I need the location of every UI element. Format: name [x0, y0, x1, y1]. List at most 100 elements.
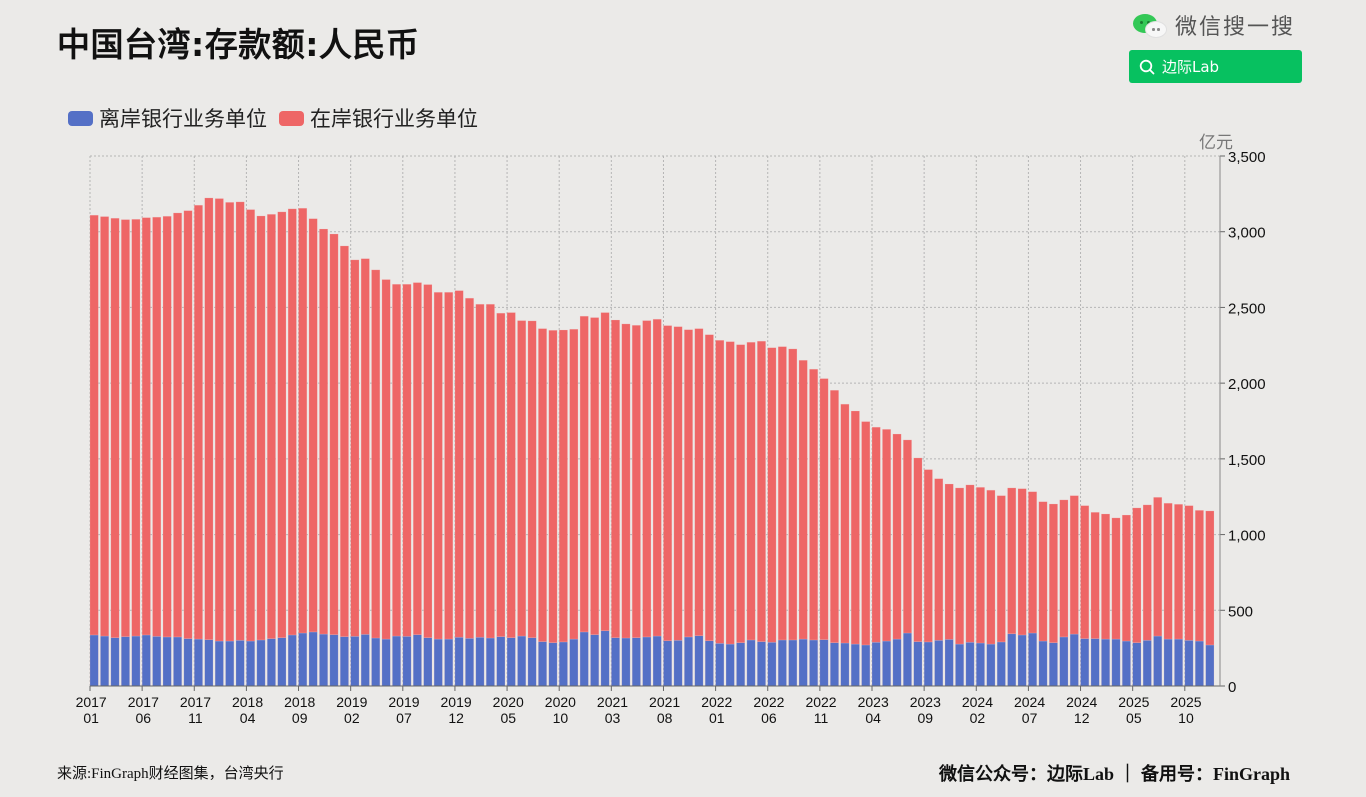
- bar-offshore[interactable]: [193, 638, 203, 687]
- bar-offshore[interactable]: [621, 637, 631, 687]
- bar-offshore[interactable]: [1184, 639, 1194, 687]
- bar-offshore[interactable]: [402, 636, 412, 687]
- bar-onshore[interactable]: [277, 211, 287, 638]
- bar-offshore[interactable]: [1205, 644, 1215, 687]
- bar-onshore[interactable]: [100, 216, 110, 637]
- bar-offshore[interactable]: [861, 644, 871, 687]
- bar-onshore[interactable]: [1069, 495, 1079, 635]
- bar-offshore[interactable]: [871, 641, 881, 687]
- bar-onshore[interactable]: [141, 217, 151, 636]
- bar-offshore[interactable]: [329, 634, 339, 687]
- bar-onshore[interactable]: [965, 484, 975, 643]
- bar-offshore[interactable]: [965, 641, 975, 687]
- bar-onshore[interactable]: [757, 340, 766, 642]
- bar-offshore[interactable]: [767, 641, 777, 687]
- bar-offshore[interactable]: [569, 638, 579, 687]
- bar-onshore[interactable]: [767, 347, 777, 643]
- bar-onshore[interactable]: [465, 297, 475, 639]
- bar-offshore[interactable]: [715, 642, 725, 687]
- bar-offshore[interactable]: [902, 632, 912, 687]
- bar-offshore[interactable]: [631, 637, 641, 687]
- bar-onshore[interactable]: [360, 258, 370, 635]
- bar-offshore[interactable]: [1048, 642, 1058, 687]
- bar-offshore[interactable]: [892, 638, 902, 687]
- bar-onshore[interactable]: [1028, 491, 1038, 634]
- bar-onshore[interactable]: [89, 214, 99, 636]
- bar-offshore[interactable]: [141, 634, 151, 687]
- bar-offshore[interactable]: [152, 636, 162, 687]
- bar-offshore[interactable]: [183, 638, 193, 687]
- bar-onshore[interactable]: [225, 202, 235, 642]
- bar-offshore[interactable]: [256, 639, 266, 687]
- bar-offshore[interactable]: [298, 632, 308, 687]
- bar-onshore[interactable]: [694, 328, 704, 637]
- bar-offshore[interactable]: [777, 639, 787, 687]
- bar-offshore[interactable]: [1080, 638, 1090, 687]
- bar-onshore[interactable]: [955, 487, 965, 645]
- bar-onshore[interactable]: [110, 217, 120, 638]
- bar-onshore[interactable]: [861, 421, 871, 646]
- bar-onshore[interactable]: [214, 198, 224, 642]
- bar-onshore[interactable]: [975, 487, 985, 644]
- bar-onshore[interactable]: [1205, 510, 1215, 646]
- bar-offshore[interactable]: [944, 639, 954, 687]
- bar-offshore[interactable]: [517, 635, 527, 687]
- bar-offshore[interactable]: [1174, 638, 1184, 687]
- bar-onshore[interactable]: [1111, 517, 1121, 640]
- bar-offshore[interactable]: [611, 637, 620, 687]
- bar-onshore[interactable]: [538, 328, 547, 642]
- bar-onshore[interactable]: [1174, 503, 1184, 640]
- bar-offshore[interactable]: [204, 639, 214, 687]
- bar-offshore[interactable]: [850, 643, 860, 687]
- bar-onshore[interactable]: [1184, 505, 1194, 641]
- bar-offshore[interactable]: [381, 638, 391, 687]
- bar-offshore[interactable]: [89, 634, 99, 687]
- search-account-button[interactable]: 边际Lab: [1129, 50, 1302, 83]
- bar-offshore[interactable]: [913, 641, 923, 687]
- bar-offshore[interactable]: [1069, 633, 1079, 687]
- bar-onshore[interactable]: [131, 218, 141, 637]
- bar-offshore[interactable]: [319, 633, 329, 687]
- bar-onshore[interactable]: [1194, 510, 1204, 642]
- bar-offshore[interactable]: [1007, 633, 1017, 687]
- bar-offshore[interactable]: [527, 637, 537, 687]
- bar-onshore[interactable]: [402, 283, 412, 637]
- bar-onshore[interactable]: [183, 210, 193, 639]
- bar-onshore[interactable]: [829, 389, 839, 643]
- bar-onshore[interactable]: [631, 324, 641, 638]
- bar-onshore[interactable]: [715, 339, 725, 644]
- bar-offshore[interactable]: [1028, 632, 1038, 687]
- bar-offshore[interactable]: [100, 635, 110, 687]
- bar-onshore[interactable]: [1090, 512, 1100, 639]
- bar-offshore[interactable]: [746, 639, 756, 687]
- bar-offshore[interactable]: [548, 642, 558, 687]
- bar-onshore[interactable]: [433, 291, 443, 640]
- bar-onshore[interactable]: [788, 348, 798, 641]
- bar-offshore[interactable]: [371, 637, 381, 687]
- bar-onshore[interactable]: [319, 228, 329, 635]
- bar-onshore[interactable]: [1059, 499, 1069, 638]
- bar-onshore[interactable]: [871, 426, 881, 643]
- bar-onshore[interactable]: [913, 457, 923, 642]
- bar-offshore[interactable]: [882, 640, 892, 687]
- bar-onshore[interactable]: [329, 233, 339, 635]
- bar-onshore[interactable]: [162, 215, 172, 638]
- bar-onshore[interactable]: [777, 346, 787, 641]
- bar-onshore[interactable]: [569, 328, 579, 640]
- bar-onshore[interactable]: [558, 329, 568, 643]
- bar-offshore[interactable]: [975, 642, 985, 687]
- bar-onshore[interactable]: [548, 329, 558, 643]
- bar-onshore[interactable]: [235, 201, 245, 641]
- bar-offshore[interactable]: [110, 637, 120, 687]
- bar-onshore[interactable]: [684, 329, 693, 638]
- bar-offshore[interactable]: [1194, 640, 1204, 687]
- bar-offshore[interactable]: [1038, 640, 1048, 687]
- bar-offshore[interactable]: [579, 631, 589, 687]
- bar-offshore[interactable]: [934, 639, 944, 687]
- bar-offshore[interactable]: [642, 636, 652, 687]
- bar-onshore[interactable]: [412, 282, 422, 635]
- bar-offshore[interactable]: [673, 639, 683, 687]
- bar-offshore[interactable]: [819, 639, 829, 687]
- bar-offshore[interactable]: [1121, 640, 1131, 687]
- bar-onshore[interactable]: [809, 368, 819, 641]
